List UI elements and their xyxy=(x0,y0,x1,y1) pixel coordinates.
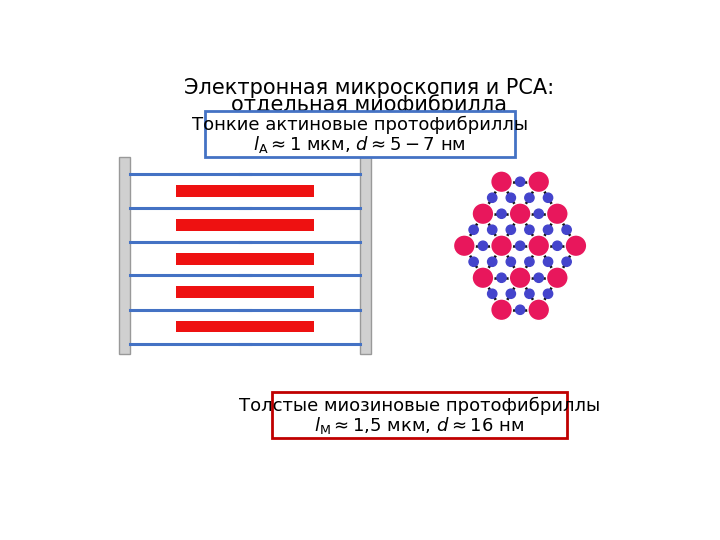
Text: $l_{\mathrm{М}} \approx 1{,}5$ мкм, $d \approx 16$ нм: $l_{\mathrm{М}} \approx 1{,}5$ мкм, $d \… xyxy=(315,415,524,436)
Circle shape xyxy=(553,241,562,251)
Text: отдельная миофибрилла: отдельная миофибрилла xyxy=(231,94,507,115)
Circle shape xyxy=(509,203,531,225)
Circle shape xyxy=(497,209,506,218)
Circle shape xyxy=(516,305,525,314)
Circle shape xyxy=(562,257,571,266)
Text: Толстые миозиновые протофибриллы: Толстые миозиновые протофибриллы xyxy=(239,397,600,415)
Circle shape xyxy=(534,209,544,218)
Text: Тонкие актиновые протофибриллы: Тонкие актиновые протофибриллы xyxy=(192,116,528,134)
Circle shape xyxy=(544,193,553,202)
Circle shape xyxy=(472,267,494,288)
Circle shape xyxy=(490,171,513,193)
Circle shape xyxy=(487,193,497,202)
Circle shape xyxy=(487,225,497,234)
Bar xyxy=(176,286,314,298)
Circle shape xyxy=(562,225,571,234)
Circle shape xyxy=(528,171,549,193)
Circle shape xyxy=(528,299,549,321)
Circle shape xyxy=(454,235,475,256)
Text: $l_{\mathrm{A}} \approx 1$ мкм, $d \approx 5 - 7$ нм: $l_{\mathrm{A}} \approx 1$ мкм, $d \appr… xyxy=(253,133,466,154)
Circle shape xyxy=(525,225,534,234)
Bar xyxy=(176,321,314,333)
Bar xyxy=(360,157,371,354)
Circle shape xyxy=(469,257,478,266)
Circle shape xyxy=(506,289,516,299)
Circle shape xyxy=(472,203,494,225)
Circle shape xyxy=(546,267,568,288)
Circle shape xyxy=(544,225,553,234)
Circle shape xyxy=(544,257,553,266)
Text: Электронная микроскопия и РСА:: Электронная микроскопия и РСА: xyxy=(184,78,554,98)
Circle shape xyxy=(478,241,487,251)
Circle shape xyxy=(565,235,587,256)
FancyBboxPatch shape xyxy=(204,111,515,157)
Bar xyxy=(120,157,130,354)
FancyBboxPatch shape xyxy=(272,392,567,438)
Bar xyxy=(176,219,314,231)
Circle shape xyxy=(546,203,568,225)
Circle shape xyxy=(469,225,478,234)
Circle shape xyxy=(497,273,506,282)
Circle shape xyxy=(528,235,549,256)
Circle shape xyxy=(509,267,531,288)
Circle shape xyxy=(544,289,553,299)
Circle shape xyxy=(506,257,516,266)
Circle shape xyxy=(525,289,534,299)
Circle shape xyxy=(506,193,516,202)
Circle shape xyxy=(516,177,525,186)
Bar xyxy=(176,253,314,265)
Circle shape xyxy=(525,257,534,266)
Circle shape xyxy=(487,289,497,299)
Circle shape xyxy=(487,257,497,266)
Circle shape xyxy=(534,273,544,282)
Circle shape xyxy=(525,193,534,202)
Circle shape xyxy=(506,225,516,234)
Circle shape xyxy=(490,299,513,321)
Circle shape xyxy=(490,235,513,256)
Bar xyxy=(176,185,314,197)
Circle shape xyxy=(516,241,525,251)
